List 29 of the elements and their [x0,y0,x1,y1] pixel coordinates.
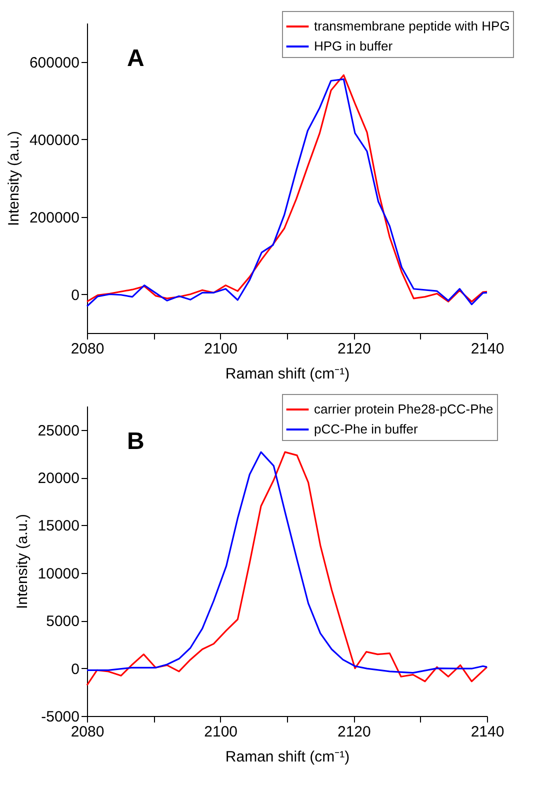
x-tick-label: 2120 [337,340,371,358]
x-tick-label: 2080 [70,340,104,358]
text: B [127,428,144,455]
x-tick-label: 2080 [70,724,104,740]
x-axis-title: Raman shift (cm⁻¹) [225,748,350,766]
y-tick-label: 600000 [29,54,80,72]
text: A [127,45,144,72]
y-tick-label: 5000 [46,613,80,630]
legend-label: carrier protein Phe28-pCC-Phe [314,402,494,416]
x-tick-label: 2100 [204,340,238,358]
legend-label: HPG in buffer [314,38,394,54]
y-tick-label: 25000 [38,422,80,440]
x-axis-title: Raman shift (cm⁻¹) [225,366,350,382]
y-tick-label: -5000 [41,708,80,726]
y-tick-label: 15000 [38,518,80,535]
y-tick-label: 20000 [38,470,80,488]
y-tick-label: 200000 [29,209,80,226]
y-axis-title: Intensity (a.u.) [14,514,31,610]
legend-label: pCC-Phe in buffer [314,422,418,436]
x-tick-label: 2140 [470,340,504,358]
x-tick-label: 2100 [204,724,238,740]
y-tick-label: 10000 [38,565,80,582]
x-tick-label: 2140 [470,724,504,740]
x-tick-label: 2120 [337,724,371,740]
y-tick-label: 400000 [29,132,80,149]
legend-label: transmembrane peptide with HPG [314,18,510,34]
y-axis-title: Intensity (a.u.) [5,130,22,226]
y-tick-label: 0 [71,660,80,678]
y-tick-label: 0 [71,286,80,304]
